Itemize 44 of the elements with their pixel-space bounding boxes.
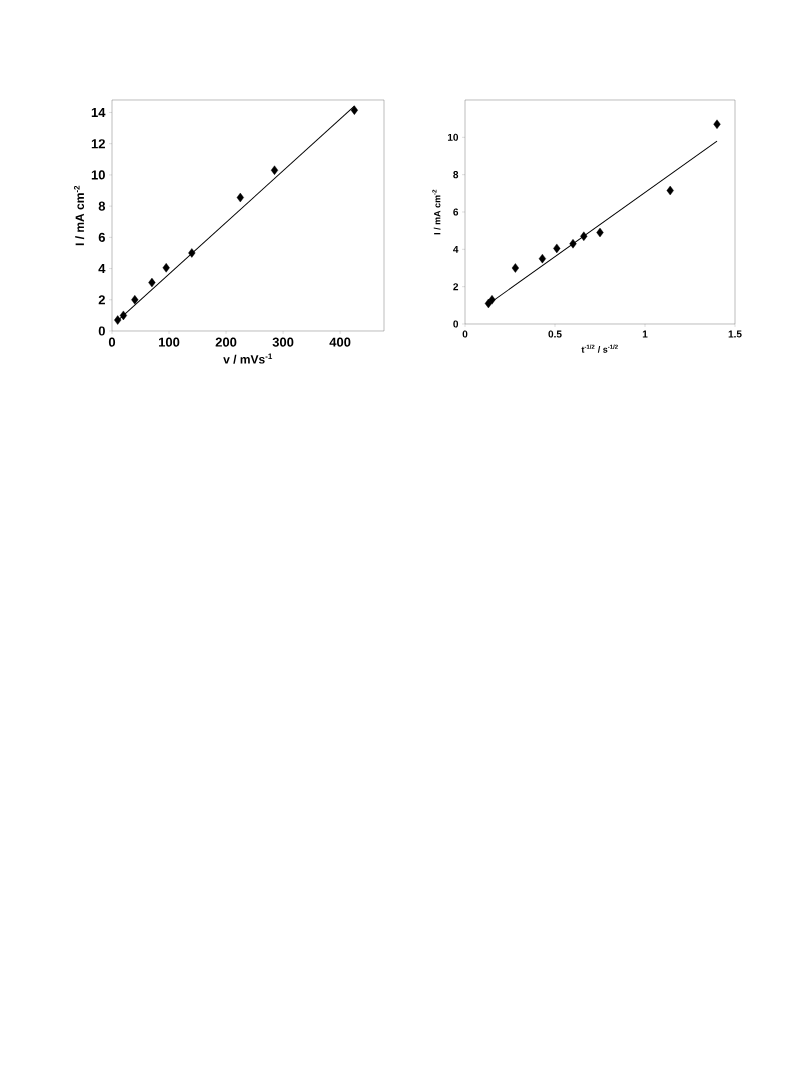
- point: [270, 165, 279, 175]
- point: [162, 263, 170, 273]
- x-axis-title: t$^{-1/2}$ / s$^{-1/2}$: [581, 344, 618, 353]
- y-tick-label: 4: [453, 245, 459, 253]
- point: [131, 295, 139, 305]
- y-tick-label: 8: [98, 201, 106, 211]
- point: [236, 192, 244, 203]
- x-tick-label: 0: [462, 330, 468, 338]
- point: [114, 315, 122, 325]
- y-tick-label: 6: [453, 208, 459, 216]
- x-tick-label: 0: [108, 337, 116, 347]
- x-tick-label: 400: [329, 337, 351, 347]
- y-tick-label: 14: [91, 108, 106, 117]
- x-tick-label: 100: [159, 337, 180, 347]
- point: [666, 185, 674, 196]
- point: [596, 227, 604, 238]
- y-tick-label: 2: [453, 283, 459, 291]
- point: [488, 295, 496, 305]
- x-tick-label: 0.5: [548, 330, 562, 338]
- x-tick-label: 1.5: [728, 330, 742, 338]
- point: [580, 231, 588, 241]
- y-tick-label: 10: [447, 133, 459, 141]
- point: [569, 239, 577, 249]
- point: [553, 243, 561, 254]
- y-tick-label: 0: [453, 320, 459, 328]
- x-tick-label: 200: [215, 337, 237, 347]
- x-axis-title: v / mVs$^{-1}$: [223, 353, 273, 364]
- y-tick-label: 8: [453, 171, 459, 179]
- point: [350, 105, 358, 115]
- point: [538, 253, 546, 264]
- y-axis-title: I / mA cm$^{-2}$: [73, 185, 85, 246]
- point: [148, 277, 156, 288]
- x-tick-label: 300: [272, 337, 294, 347]
- x-tick-label: 1: [642, 330, 648, 338]
- y-tick-label: 12: [91, 139, 105, 149]
- point: [713, 119, 721, 129]
- y-axis-title: I / mA cm$^{-2}$: [432, 189, 441, 235]
- y-tick-label: 4: [98, 264, 106, 274]
- point: [188, 248, 196, 258]
- y-tick-label: 10: [91, 170, 105, 180]
- y-tick-label: 6: [98, 232, 105, 242]
- point: [119, 310, 127, 321]
- y-tick-label: 2: [98, 295, 105, 305]
- point: [511, 263, 519, 273]
